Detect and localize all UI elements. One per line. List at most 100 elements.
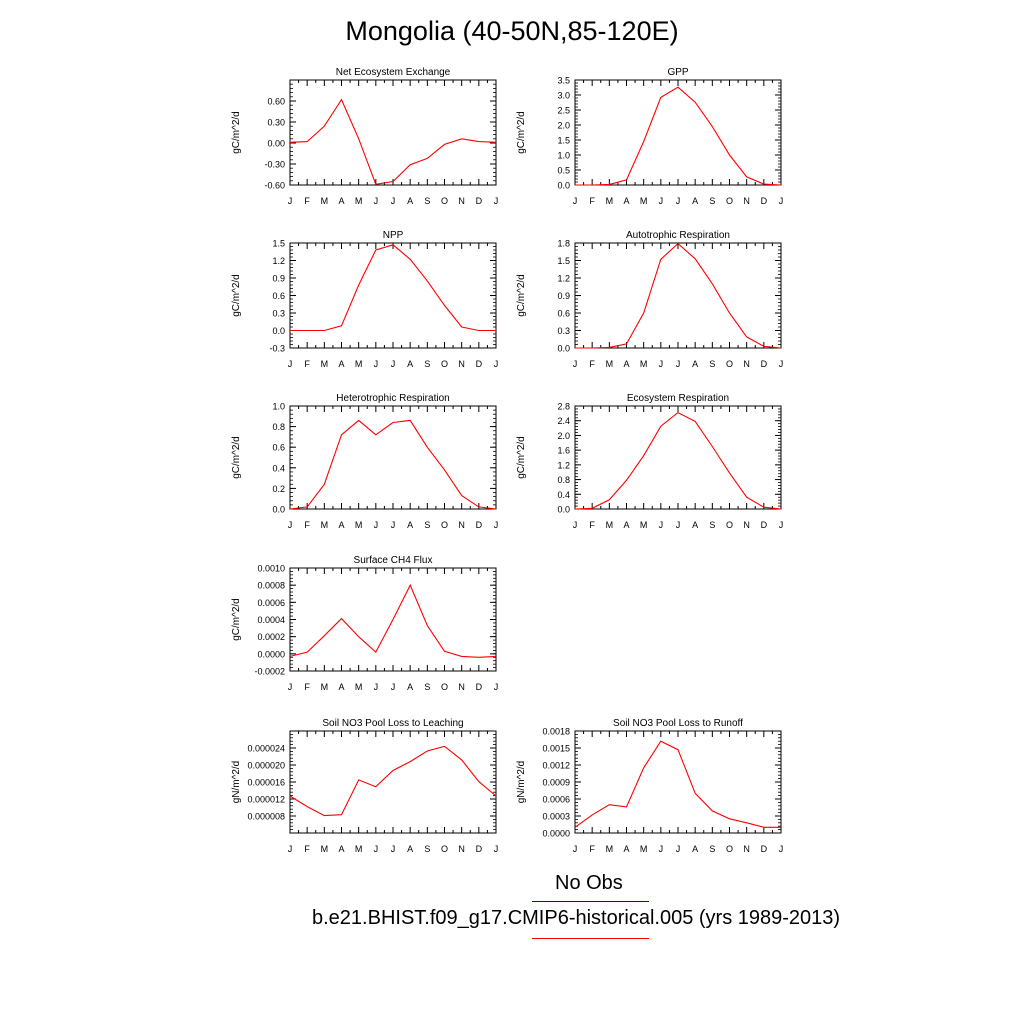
x-tick-label: A	[623, 196, 629, 206]
y-tick-label: 0.0	[272, 326, 285, 336]
y-tick-label: 0.8	[557, 475, 570, 485]
x-tick-label: S	[424, 359, 430, 369]
y-tick-label: 0.0012	[542, 761, 570, 771]
x-tick-label: N	[458, 520, 465, 530]
x-tick-label: J	[391, 196, 396, 206]
x-tick-label: M	[355, 520, 363, 530]
y-tick-label: -0.3	[269, 344, 285, 354]
x-tick-label: A	[338, 359, 344, 369]
y-tick-label: 0.0006	[257, 598, 285, 608]
x-tick-label: J	[779, 196, 784, 206]
x-tick-label: J	[676, 196, 681, 206]
x-tick-label: J	[374, 682, 379, 692]
y-tick-label: -0.30	[264, 160, 285, 170]
y-tick-label: 0.6	[272, 443, 285, 453]
y-tick-label: 0.4	[557, 490, 570, 500]
chart-title: Soil NO3 Pool Loss to Runoff	[613, 718, 743, 729]
y-tick-label: 0.000024	[247, 744, 285, 754]
y-tick-label: 2.8	[557, 402, 570, 412]
y-tick-label: 0.3	[557, 326, 570, 336]
x-tick-label: A	[692, 196, 698, 206]
x-tick-label: S	[709, 196, 715, 206]
x-tick-label: S	[424, 520, 430, 530]
y-tick-label: 0.0000	[257, 649, 285, 659]
x-tick-label: A	[407, 682, 413, 692]
x-tick-label: J	[374, 359, 379, 369]
x-tick-label: M	[321, 682, 329, 692]
y-tick-label: 0.0	[557, 344, 570, 354]
x-tick-label: F	[589, 359, 595, 369]
y-axis-label: gC/m^2/d	[516, 274, 527, 317]
x-tick-label: M	[321, 844, 329, 854]
x-tick-label: D	[476, 844, 483, 854]
y-tick-label: 0.0	[557, 505, 570, 515]
y-tick-label: 0.9	[272, 274, 285, 284]
series-line	[289, 583, 497, 658]
chart-title: Surface CH4 Flux	[354, 555, 433, 566]
x-tick-label: O	[726, 520, 733, 530]
x-tick-label: J	[659, 520, 664, 530]
x-tick-label: D	[476, 520, 483, 530]
y-axis-label: gC/m^2/d	[231, 111, 242, 154]
x-tick-label: J	[288, 359, 293, 369]
y-tick-label: 2.0	[557, 121, 570, 131]
y-tick-label: 0.60	[267, 97, 285, 107]
x-tick-label: N	[458, 844, 465, 854]
x-tick-label: J	[676, 359, 681, 369]
x-tick-label: J	[779, 359, 784, 369]
plot-frame	[574, 405, 782, 510]
x-tick-label: D	[476, 196, 483, 206]
x-tick-label: A	[692, 359, 698, 369]
y-axis-label: gC/m^2/d	[231, 274, 242, 317]
x-tick-label: J	[779, 844, 784, 854]
y-tick-label: 0.0	[557, 181, 570, 191]
x-tick-label: J	[573, 359, 578, 369]
x-tick-label: S	[709, 359, 715, 369]
x-tick-label: J	[494, 359, 499, 369]
y-tick-label: 0.0006	[542, 795, 570, 805]
x-tick-label: J	[494, 196, 499, 206]
y-tick-label: 0.2	[272, 484, 285, 494]
y-tick-label: 0.000012	[247, 795, 285, 805]
x-tick-label: S	[424, 682, 430, 692]
x-tick-label: F	[304, 196, 310, 206]
x-tick-label: M	[606, 359, 614, 369]
page-title: Mongolia (40-50N,85-120E)	[345, 16, 679, 46]
y-tick-label: 0.0004	[257, 615, 285, 625]
y-tick-label: 0.0000	[542, 829, 570, 839]
x-tick-label: J	[391, 682, 396, 692]
y-tick-label: 0.00	[267, 139, 285, 149]
y-tick-label: 3.0	[557, 91, 570, 101]
y-tick-label: 0.0008	[257, 581, 285, 591]
x-tick-label: A	[407, 844, 413, 854]
x-tick-label: M	[640, 520, 648, 530]
chart-title: Autotrophic Respiration	[626, 230, 730, 241]
y-tick-label: 2.5	[557, 106, 570, 116]
x-tick-label: M	[640, 359, 648, 369]
x-tick-label: M	[321, 196, 329, 206]
x-tick-label: N	[743, 520, 750, 530]
x-tick-label: N	[458, 196, 465, 206]
x-tick-label: N	[743, 196, 750, 206]
x-tick-label: M	[606, 196, 614, 206]
y-tick-label: -0.60	[264, 181, 285, 191]
y-axis-label: gC/m^2/d	[516, 436, 527, 479]
y-tick-label: 1.2	[557, 274, 570, 284]
series-line	[575, 86, 782, 186]
x-tick-label: O	[726, 196, 733, 206]
y-tick-label: 0.0015	[542, 744, 570, 754]
y-tick-label: 0.0	[272, 505, 285, 515]
chart-panel-soil-no3-pool-loss-to-leaching: Soil NO3 Pool Loss to Leaching gN/m^2/d J F…	[231, 718, 498, 854]
x-tick-label: D	[476, 682, 483, 692]
y-tick-label: 0.0010	[257, 564, 285, 574]
x-tick-label: J	[288, 196, 293, 206]
x-tick-label: J	[391, 844, 396, 854]
series-line	[289, 98, 497, 185]
x-tick-label: D	[761, 359, 768, 369]
x-tick-label: A	[338, 196, 344, 206]
x-tick-label: F	[304, 520, 310, 530]
x-tick-label: J	[494, 844, 499, 854]
y-tick-label: 0.5	[557, 166, 570, 176]
